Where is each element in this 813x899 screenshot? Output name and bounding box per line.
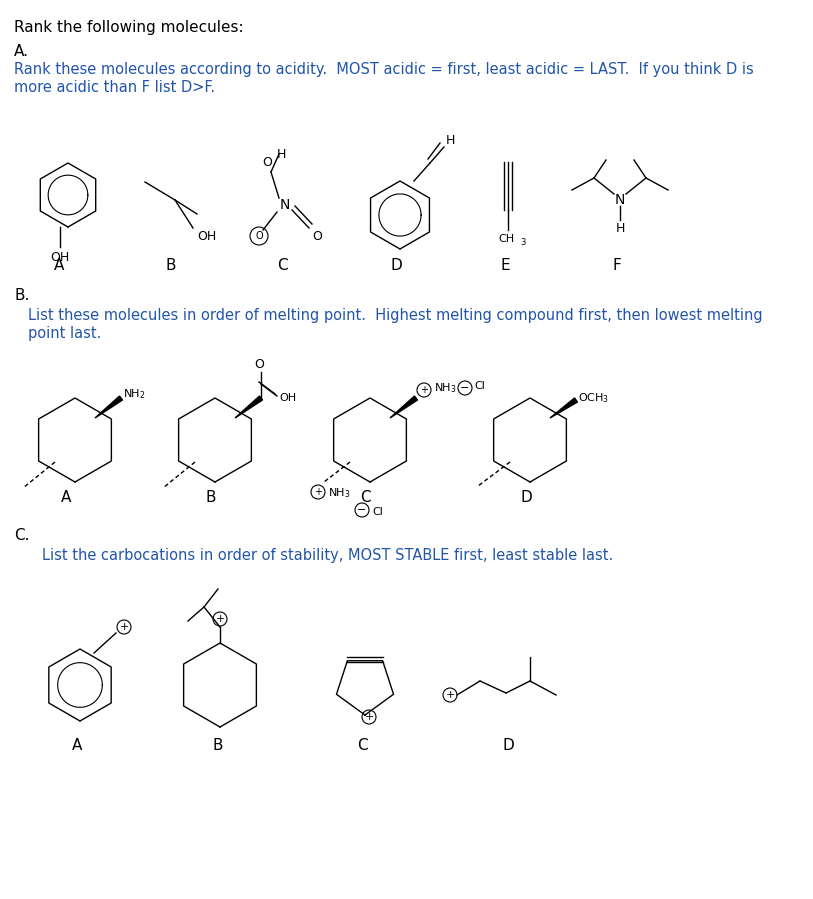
Polygon shape (95, 396, 123, 418)
Text: +: + (446, 690, 454, 700)
Text: F: F (612, 258, 621, 273)
Text: Rank the following molecules:: Rank the following molecules: (14, 20, 244, 35)
Text: +: + (215, 614, 224, 624)
Text: point last.: point last. (28, 326, 102, 341)
Text: +: + (120, 622, 128, 632)
Text: List these molecules in order of melting point.  Highest melting compound first,: List these molecules in order of melting… (28, 308, 763, 323)
Text: −: − (460, 383, 470, 393)
Text: B: B (165, 258, 176, 273)
Text: A: A (54, 258, 64, 273)
Text: A: A (72, 738, 82, 753)
Text: Rank these molecules according to acidity.  MOST acidic = first, least acidic = : Rank these molecules according to acidit… (14, 62, 754, 77)
Text: D: D (390, 258, 402, 273)
Text: −: − (357, 505, 367, 515)
Polygon shape (390, 396, 418, 418)
Text: B: B (212, 738, 223, 753)
Text: O: O (255, 231, 263, 241)
Text: +: + (364, 712, 374, 722)
Text: N: N (615, 193, 625, 207)
Text: OCH$_3$: OCH$_3$ (578, 391, 609, 405)
Text: CH: CH (498, 234, 514, 244)
Text: C: C (277, 258, 288, 273)
Text: C.: C. (14, 528, 29, 543)
Text: D: D (502, 738, 514, 753)
Text: OH: OH (279, 393, 296, 403)
Text: H: H (276, 148, 285, 161)
Text: 3: 3 (520, 238, 525, 247)
Text: H: H (446, 135, 455, 147)
Text: A: A (61, 490, 72, 505)
Text: OH: OH (50, 251, 69, 264)
Text: H: H (615, 222, 624, 235)
Text: C: C (357, 738, 367, 753)
Text: +: + (314, 487, 322, 497)
Text: O: O (312, 230, 322, 243)
Text: List the carbocations in order of stability, MOST STABLE first, least stable las: List the carbocations in order of stabil… (42, 548, 613, 563)
Polygon shape (235, 396, 263, 418)
Polygon shape (550, 398, 577, 418)
Text: O: O (254, 359, 264, 371)
Text: O: O (262, 156, 272, 168)
Text: more acidic than F list D>F.: more acidic than F list D>F. (14, 80, 215, 95)
Text: Cl: Cl (474, 381, 485, 391)
Text: NH$_2$: NH$_2$ (123, 387, 146, 401)
Text: N: N (280, 198, 290, 212)
Text: NH$_3$: NH$_3$ (434, 381, 457, 395)
Text: NH$_3$: NH$_3$ (328, 486, 350, 500)
Text: Cl: Cl (372, 507, 383, 517)
Text: +: + (420, 385, 428, 395)
Text: E: E (500, 258, 510, 273)
Text: B: B (205, 490, 215, 505)
Text: A.: A. (14, 44, 29, 59)
Text: OH: OH (197, 230, 216, 243)
Text: B.: B. (14, 288, 29, 303)
Text: C: C (360, 490, 371, 505)
Text: D: D (520, 490, 532, 505)
